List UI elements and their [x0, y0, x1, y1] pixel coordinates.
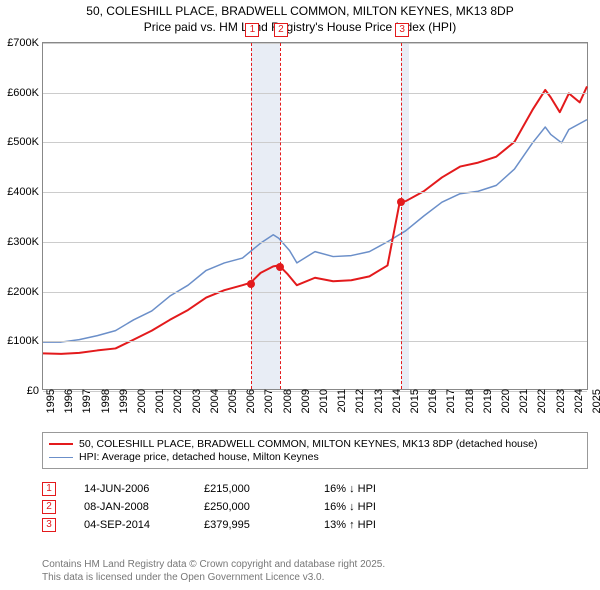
- xtick-label: 2015: [407, 389, 421, 413]
- chart-lines-svg: [43, 43, 587, 389]
- transaction-point: [247, 280, 255, 288]
- transaction-price: £379,995: [204, 519, 296, 531]
- transaction-row: 1 14-JUN-2006 £215,000 16% ↓ HPI: [42, 482, 416, 496]
- series-line: [43, 120, 587, 342]
- xtick-label: 2002: [170, 389, 184, 413]
- xtick-label: 1995: [43, 389, 57, 413]
- xtick-label: 2011: [334, 389, 348, 413]
- ytick-label: £700K: [7, 37, 43, 49]
- legend-swatch: [49, 457, 73, 458]
- xtick-label: 2001: [152, 389, 166, 413]
- ytick-label: £600K: [7, 87, 43, 99]
- title-line-1: 50, COLESHILL PLACE, BRADWELL COMMON, MI…: [0, 4, 600, 20]
- xtick-label: 2013: [371, 389, 385, 413]
- xtick-label: 2016: [425, 389, 439, 413]
- ytick-label: £0: [27, 385, 43, 397]
- xtick-label: 2012: [352, 389, 366, 413]
- gridline-y: [43, 292, 587, 293]
- xtick-label: 2006: [243, 389, 257, 413]
- transaction-marker: 2: [274, 23, 288, 37]
- gridline-y: [43, 43, 587, 44]
- chart-plot-area: £0£100K£200K£300K£400K£500K£600K£700K199…: [42, 42, 588, 390]
- xtick-label: 2017: [443, 389, 457, 413]
- chart-legend: 50, COLESHILL PLACE, BRADWELL COMMON, MI…: [42, 432, 588, 469]
- gridline-y: [43, 93, 587, 94]
- xtick-label: 2020: [498, 389, 512, 413]
- xtick-label: 2014: [389, 389, 403, 413]
- xtick-label: 2024: [571, 389, 585, 413]
- xtick-label: 2025: [589, 389, 600, 413]
- legend-item: 50, COLESHILL PLACE, BRADWELL COMMON, MI…: [49, 438, 581, 450]
- xtick-label: 2018: [462, 389, 476, 413]
- transaction-row-marker: 2: [42, 500, 56, 514]
- attribution-text: Contains HM Land Registry data © Crown c…: [42, 558, 385, 584]
- xtick-label: 1998: [98, 389, 112, 413]
- xtick-label: 2008: [280, 389, 294, 413]
- transaction-row-marker: 3: [42, 518, 56, 532]
- xtick-label: 2009: [298, 389, 312, 413]
- xtick-label: 2021: [516, 389, 530, 413]
- transaction-vline: 2: [280, 43, 281, 389]
- transaction-price: £250,000: [204, 501, 296, 513]
- attribution-line-2: This data is licensed under the Open Gov…: [42, 571, 385, 584]
- transaction-point: [276, 263, 284, 271]
- transaction-row-marker: 1: [42, 482, 56, 496]
- transaction-date: 14-JUN-2006: [84, 483, 176, 495]
- xtick-label: 2007: [261, 389, 275, 413]
- transaction-date: 08-JAN-2008: [84, 501, 176, 513]
- gridline-y: [43, 242, 587, 243]
- transaction-row: 3 04-SEP-2014 £379,995 13% ↑ HPI: [42, 518, 416, 532]
- ytick-label: £200K: [7, 286, 43, 298]
- transaction-marker: 3: [395, 23, 409, 37]
- xtick-label: 2023: [553, 389, 567, 413]
- ytick-label: £400K: [7, 186, 43, 198]
- xtick-label: 2019: [480, 389, 494, 413]
- gridline-y: [43, 142, 587, 143]
- xtick-label: 2022: [534, 389, 548, 413]
- xtick-label: 2000: [134, 389, 148, 413]
- xtick-label: 1999: [116, 389, 130, 413]
- transaction-point: [397, 198, 405, 206]
- transaction-price: £215,000: [204, 483, 296, 495]
- title-line-2: Price paid vs. HM Land Registry's House …: [0, 20, 600, 36]
- transactions-table: 1 14-JUN-2006 £215,000 16% ↓ HPI 2 08-JAN-200…: [42, 478, 416, 536]
- transaction-marker: 1: [245, 23, 259, 37]
- legend-label: HPI: Average price, detached house, Milt…: [79, 451, 319, 463]
- transaction-row: 2 08-JAN-2008 £250,000 16% ↓ HPI: [42, 500, 416, 514]
- transaction-vline: 3: [401, 43, 402, 389]
- chart-title: 50, COLESHILL PLACE, BRADWELL COMMON, MI…: [0, 0, 600, 35]
- transaction-delta: 16% ↓ HPI: [324, 501, 416, 513]
- gridline-y: [43, 192, 587, 193]
- ytick-label: £300K: [7, 236, 43, 248]
- legend-label: 50, COLESHILL PLACE, BRADWELL COMMON, MI…: [79, 438, 537, 450]
- transaction-date: 04-SEP-2014: [84, 519, 176, 531]
- attribution-line-1: Contains HM Land Registry data © Crown c…: [42, 558, 385, 571]
- ytick-label: £100K: [7, 335, 43, 347]
- series-line: [43, 86, 587, 353]
- transaction-delta: 16% ↓ HPI: [324, 483, 416, 495]
- xtick-label: 2003: [189, 389, 203, 413]
- xtick-label: 2005: [225, 389, 239, 413]
- legend-item: HPI: Average price, detached house, Milt…: [49, 451, 581, 463]
- xtick-label: 1996: [61, 389, 75, 413]
- xtick-label: 2004: [207, 389, 221, 413]
- ytick-label: £500K: [7, 136, 43, 148]
- transaction-delta: 13% ↑ HPI: [324, 519, 416, 531]
- gridline-y: [43, 341, 587, 342]
- xtick-label: 2010: [316, 389, 330, 413]
- legend-swatch: [49, 443, 73, 445]
- transaction-vline: 1: [251, 43, 252, 389]
- xtick-label: 1997: [79, 389, 93, 413]
